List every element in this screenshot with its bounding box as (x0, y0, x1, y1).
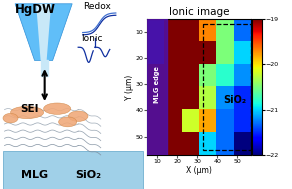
Bar (41, 60, 48, 76)
Bar (203, 24, 251, 150)
Text: HgDW: HgDW (15, 3, 56, 16)
Ellipse shape (11, 106, 44, 119)
Y-axis label: Y (μm): Y (μm) (125, 74, 134, 100)
Text: SEI: SEI (20, 104, 39, 114)
Text: SiO₂: SiO₂ (75, 170, 101, 180)
Text: MLG edge: MLG edge (154, 66, 160, 103)
Title: Ionic image: Ionic image (169, 7, 230, 17)
Bar (147, 19, 167, 155)
Ellipse shape (3, 113, 18, 123)
Polygon shape (15, 4, 72, 60)
Text: MLG: MLG (21, 170, 48, 180)
X-axis label: X (μm): X (μm) (186, 166, 212, 174)
Text: Redox: Redox (83, 2, 111, 11)
Ellipse shape (68, 111, 88, 121)
Text: SiO₂: SiO₂ (223, 95, 246, 105)
Ellipse shape (59, 117, 77, 127)
Ellipse shape (44, 103, 71, 114)
Text: Ionic: Ionic (81, 34, 103, 43)
Polygon shape (3, 151, 143, 189)
Polygon shape (36, 4, 51, 60)
